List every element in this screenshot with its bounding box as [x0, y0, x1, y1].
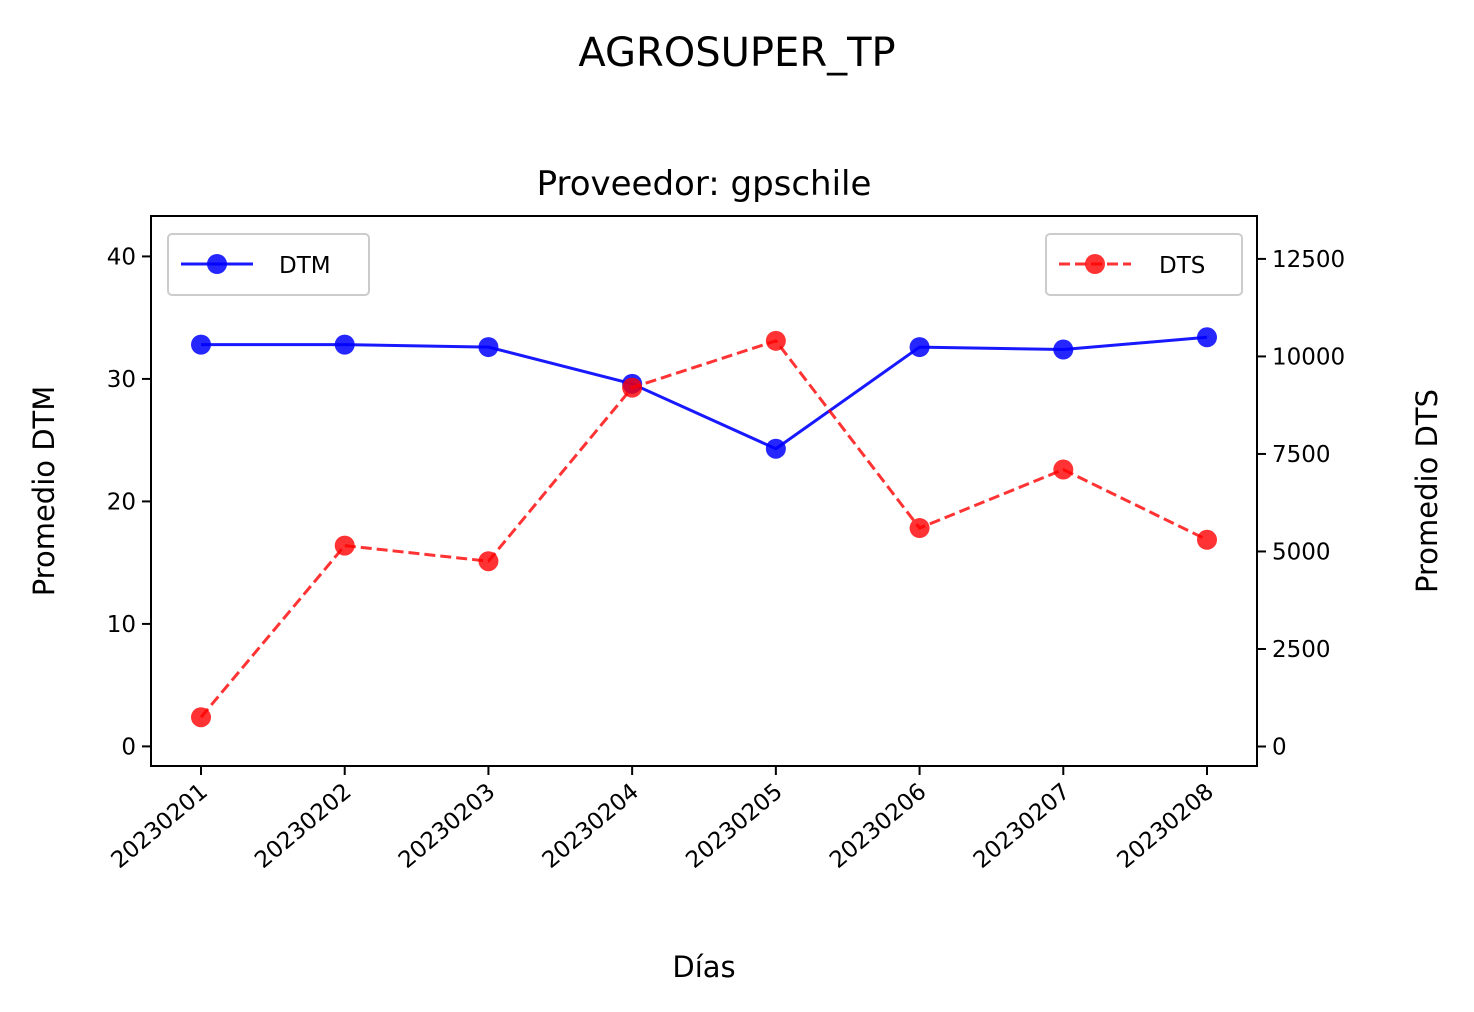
legend-dts-marker — [1085, 254, 1105, 274]
x-tick-label: 20230202 — [250, 779, 356, 874]
series-line-dts — [199, 339, 1208, 719]
data-point-dtm — [765, 438, 786, 459]
left-y-tick-label: 10 — [107, 612, 136, 638]
legend-right: DTS — [1045, 233, 1243, 296]
left-y-tick-label: 20 — [107, 489, 136, 515]
x-tick-label: 20230204 — [538, 779, 644, 874]
data-point-dtm — [334, 334, 355, 355]
right-y-axis-label: Promedio DTS — [1410, 389, 1444, 593]
x-tick-label: 20230208 — [1112, 779, 1218, 874]
data-point-dts — [334, 535, 355, 556]
left-y-tick-label: 40 — [107, 244, 136, 270]
data-point-dts — [191, 707, 211, 728]
plot-area-frame — [150, 215, 1258, 767]
legend-right-box — [1045, 233, 1243, 296]
right-y-tick-label: 5000 — [1272, 539, 1331, 565]
data-point-dts — [1053, 459, 1074, 480]
x-axis-label: Días — [672, 950, 735, 984]
x-tick-label: 20230207 — [969, 779, 1075, 874]
left-y-axis-ticks: 0 10 20 30 40 — [107, 244, 151, 760]
x-tick-label: 20230201 — [106, 779, 212, 874]
right-y-tick-label: 2500 — [1272, 637, 1331, 663]
data-point-dts — [478, 551, 499, 572]
x-tick-label: 20230206 — [825, 779, 931, 874]
right-y-tick-label: 7500 — [1272, 442, 1331, 468]
right-y-tick-label: 12500 — [1272, 247, 1345, 273]
legend-left: DTM — [167, 233, 370, 296]
left-y-tick-label: 30 — [107, 367, 136, 393]
legend-dtm-label: DTM — [279, 253, 331, 279]
left-y-tick-label: 0 — [121, 734, 136, 760]
data-point-dts — [765, 330, 786, 351]
data-point-dtm — [1053, 339, 1074, 360]
data-point-dtm — [1197, 327, 1217, 348]
x-tick-label: 20230203 — [394, 779, 500, 874]
legend-left-box — [167, 233, 370, 296]
data-point-dts — [1197, 529, 1217, 550]
chart-suptitle: AGROSUPER_TP — [578, 30, 895, 76]
x-tick-label: 20230205 — [681, 779, 787, 874]
data-point-dts — [909, 518, 930, 539]
legend-dts-label: DTS — [1159, 253, 1205, 279]
legend-dtm-marker — [207, 254, 227, 274]
right-y-tick-label: 0 — [1272, 734, 1287, 760]
chart-title: Proveedor: gpschile — [537, 164, 872, 204]
right-y-tick-label: 10000 — [1272, 344, 1345, 370]
data-point-dts — [622, 377, 643, 398]
data-point-dtm — [191, 334, 211, 355]
data-point-dtm — [478, 337, 499, 358]
data-point-dtm — [909, 337, 930, 358]
left-y-axis-label: Promedio DTM — [27, 386, 61, 597]
series-line-dtm — [201, 335, 1208, 451]
x-axis-ticks: 20230201 20230202 20230203 20230204 20230205… — [106, 766, 1219, 874]
right-y-axis-ticks: 0 2500 5000 7500 10000 12500 — [1257, 247, 1345, 760]
series-layer — [191, 327, 1217, 728]
